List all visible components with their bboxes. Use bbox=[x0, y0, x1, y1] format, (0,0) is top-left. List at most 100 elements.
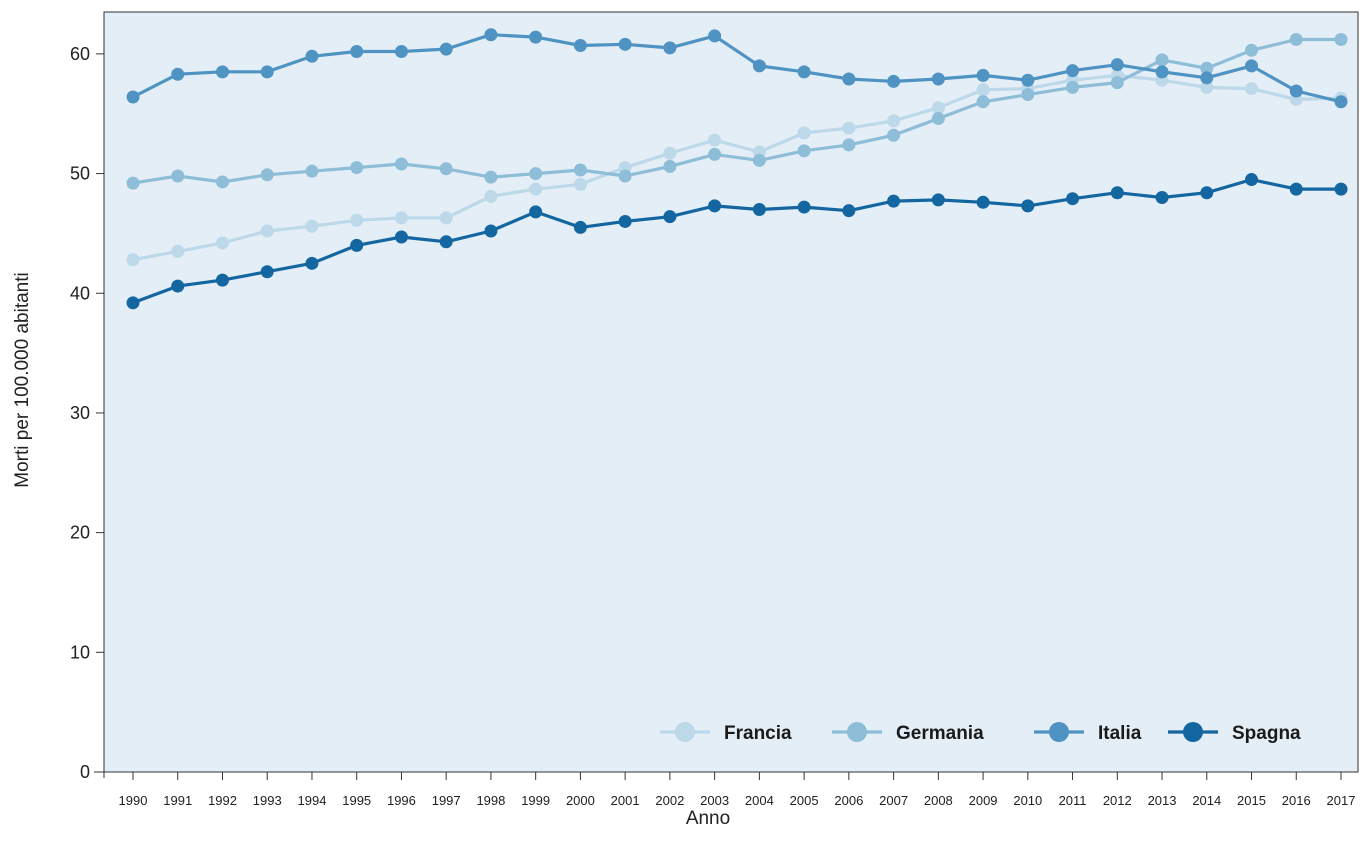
data-point bbox=[126, 296, 140, 310]
data-point bbox=[350, 161, 364, 175]
data-point bbox=[1110, 76, 1124, 90]
data-point bbox=[215, 65, 229, 79]
data-point bbox=[887, 114, 901, 128]
y-tick-label: 0 bbox=[80, 762, 90, 782]
data-point bbox=[618, 214, 632, 228]
data-point bbox=[842, 121, 856, 135]
data-point bbox=[976, 195, 990, 209]
legend-item-italia: Italia bbox=[1034, 722, 1142, 744]
data-point bbox=[663, 159, 677, 173]
data-point bbox=[797, 126, 811, 140]
series-line bbox=[132, 73, 1342, 262]
data-point bbox=[394, 230, 408, 244]
data-point bbox=[439, 211, 453, 225]
data-point bbox=[1289, 33, 1303, 47]
data-point bbox=[573, 220, 587, 234]
data-point bbox=[215, 236, 229, 250]
data-point bbox=[484, 28, 498, 42]
data-point bbox=[1289, 84, 1303, 98]
data-point bbox=[1200, 71, 1214, 85]
x-tick-label: 1994 bbox=[298, 793, 327, 808]
data-point bbox=[887, 74, 901, 88]
data-point bbox=[350, 44, 364, 58]
legend-swatch-marker bbox=[1183, 722, 1203, 742]
data-point bbox=[752, 153, 766, 167]
data-point bbox=[573, 39, 587, 53]
data-point bbox=[484, 170, 498, 184]
data-point bbox=[1334, 182, 1348, 196]
data-point bbox=[1021, 88, 1035, 102]
data-point bbox=[350, 213, 364, 227]
x-tick-label: 1999 bbox=[521, 793, 550, 808]
x-tick-label: 2004 bbox=[745, 793, 774, 808]
data-point bbox=[1289, 182, 1303, 196]
legend-item-spagna: Spagna bbox=[1168, 722, 1301, 744]
data-point bbox=[931, 112, 945, 126]
data-point bbox=[708, 147, 722, 161]
data-point bbox=[484, 189, 498, 203]
data-point bbox=[752, 202, 766, 216]
data-point bbox=[394, 44, 408, 58]
data-point bbox=[797, 144, 811, 158]
data-point bbox=[1334, 33, 1348, 47]
x-tick-label: 2001 bbox=[611, 793, 640, 808]
series-line bbox=[132, 37, 1341, 185]
data-point bbox=[573, 163, 587, 177]
data-point bbox=[350, 238, 364, 252]
data-point bbox=[1155, 53, 1169, 67]
data-point bbox=[126, 90, 140, 104]
legend-label: Spagna bbox=[1232, 723, 1301, 744]
data-point bbox=[260, 224, 274, 238]
x-tick-label: 2014 bbox=[1192, 793, 1221, 808]
series-line bbox=[132, 178, 1341, 305]
legend-item-francia: Francia bbox=[660, 722, 792, 744]
data-point bbox=[305, 256, 319, 270]
x-tick-label: 2017 bbox=[1327, 793, 1356, 808]
data-point bbox=[215, 175, 229, 189]
data-point bbox=[1200, 80, 1214, 94]
data-point bbox=[1245, 82, 1259, 96]
series-line bbox=[132, 33, 1342, 104]
data-point bbox=[752, 59, 766, 73]
x-tick-label: 1993 bbox=[253, 793, 282, 808]
series-germania bbox=[126, 33, 1348, 190]
data-point bbox=[171, 169, 185, 183]
series-italia bbox=[126, 28, 1348, 109]
data-point bbox=[1066, 192, 1080, 206]
data-point bbox=[708, 133, 722, 147]
data-point bbox=[797, 65, 811, 79]
data-point bbox=[484, 224, 498, 238]
series-spagna bbox=[126, 173, 1348, 310]
data-point bbox=[931, 193, 945, 207]
data-point bbox=[439, 235, 453, 249]
data-point bbox=[439, 42, 453, 56]
x-tick-label: 2006 bbox=[834, 793, 863, 808]
data-point bbox=[171, 279, 185, 293]
data-point bbox=[1200, 186, 1214, 200]
data-point bbox=[305, 164, 319, 178]
y-tick-label: 40 bbox=[70, 283, 90, 303]
data-point bbox=[618, 169, 632, 183]
x-tick-label: 1997 bbox=[432, 793, 461, 808]
data-point bbox=[529, 30, 543, 44]
x-tick-label: 1995 bbox=[342, 793, 371, 808]
legend-label: Italia bbox=[1098, 723, 1142, 744]
data-point bbox=[529, 167, 543, 181]
legend-swatch-marker bbox=[675, 722, 695, 742]
x-tick-label: 2012 bbox=[1103, 793, 1132, 808]
x-tick-label: 2013 bbox=[1148, 793, 1177, 808]
x-tick-label: 2008 bbox=[924, 793, 953, 808]
data-point bbox=[663, 41, 677, 55]
y-tick-label: 60 bbox=[70, 44, 90, 64]
data-point bbox=[1245, 173, 1259, 187]
legend-swatch-marker bbox=[847, 722, 867, 742]
data-point bbox=[126, 253, 140, 267]
data-point bbox=[529, 182, 543, 196]
x-axis-title: Anno bbox=[686, 808, 730, 829]
data-point bbox=[171, 67, 185, 81]
x-tick-label: 2002 bbox=[655, 793, 684, 808]
x-tick-label: 2003 bbox=[700, 793, 729, 808]
data-point bbox=[305, 49, 319, 63]
data-point bbox=[618, 37, 632, 51]
